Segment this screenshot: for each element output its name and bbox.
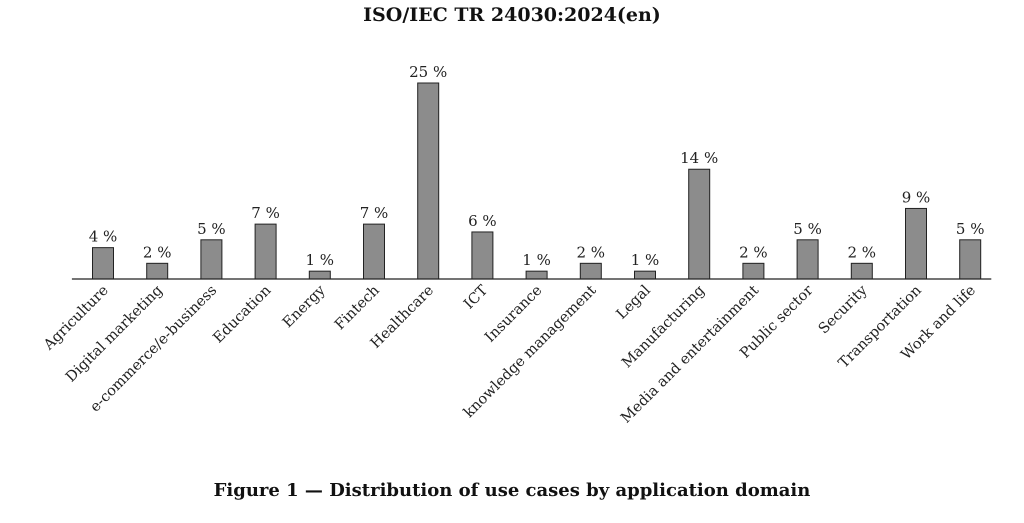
value-label-0: 4 % <box>89 228 118 246</box>
bar-2 <box>200 239 223 280</box>
bar-12 <box>742 262 765 280</box>
value-label-2: 5 % <box>197 220 226 238</box>
data-labels: 4 % 2 % 5 % 7 % 1 % 7 % 25 % 6 % 1 % 2 % 1 % 14 % 2 … <box>89 63 985 269</box>
bar-11 <box>688 168 711 280</box>
bar-series <box>92 82 982 280</box>
bar-chart: 4 % 2 % 5 % 7 % 1 % 7 % 25 % 6 % 1 % 2 % 1 % 14 % 2 … <box>40 63 992 427</box>
value-label-14: 2 % <box>848 243 877 261</box>
value-label-4: 1 % <box>306 251 335 269</box>
category-label-7: ICT <box>461 282 491 312</box>
value-label-10: 1 % <box>631 251 660 269</box>
bar-3 <box>254 223 277 280</box>
bar-6 <box>417 82 440 280</box>
bar-7 <box>471 231 494 280</box>
value-label-15: 9 % <box>902 188 931 206</box>
value-label-1: 2 % <box>143 243 172 261</box>
value-label-6: 25 % <box>409 63 447 81</box>
value-label-16: 5 % <box>956 220 985 238</box>
category-label-14: Security <box>816 282 871 337</box>
bar-5 <box>363 223 385 280</box>
bar-1 <box>146 262 169 280</box>
value-label-8: 1 % <box>522 251 551 269</box>
value-label-7: 6 % <box>468 212 497 230</box>
bar-8 <box>525 270 548 280</box>
bar-13 <box>796 239 819 280</box>
value-label-11: 14 % <box>680 149 718 167</box>
bar-14 <box>850 262 873 280</box>
bar-10 <box>634 270 656 280</box>
category-label-1: Digital marketing <box>63 283 166 386</box>
category-label-5: Fintech <box>332 283 383 334</box>
category-label-10: Legal <box>614 282 654 322</box>
bar-4 <box>308 270 331 280</box>
category-label-3: Education <box>210 283 274 347</box>
bar-16 <box>959 239 982 280</box>
value-label-12: 2 % <box>739 243 768 261</box>
figure-caption: Figure 1 — Distribution of use cases by … <box>213 480 811 501</box>
document-header: ISO/IEC TR 24030:2024(en) <box>363 4 661 26</box>
value-label-5: 7 % <box>360 204 389 222</box>
bar-15 <box>905 207 927 280</box>
category-label-4: Energy <box>280 282 329 331</box>
value-label-3: 7 % <box>251 204 280 222</box>
value-label-13: 5 % <box>793 220 822 238</box>
bar-9 <box>579 262 602 280</box>
value-label-9: 2 % <box>577 243 606 261</box>
bar-0 <box>92 247 114 280</box>
